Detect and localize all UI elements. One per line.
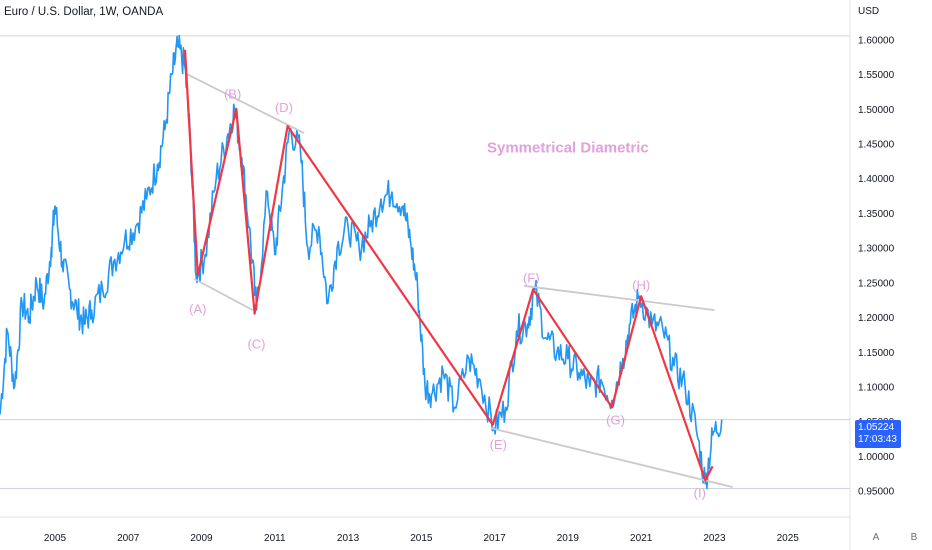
y-tick-label: 1.50000 [858,105,895,116]
wave-label-2: (C) [247,336,265,351]
x-tick-label: 2021 [630,533,653,544]
channel-line-0 [186,73,305,134]
y-tick-label: 1.10000 [858,382,895,393]
chart-title: Euro / U.S. Dollar, 1W, OANDA [4,6,164,18]
y-tick-label: 1.60000 [858,35,895,46]
wave-label-7: (H) [632,277,650,292]
y-tick-label: 0.95000 [858,487,895,498]
x-tick-label: 2005 [44,533,67,544]
x-tick-label: 2007 [117,533,140,544]
x-tick-label: 2019 [557,533,580,544]
y-tick-label: 1.40000 [858,174,895,185]
pattern-label: Symmetrical Diametric [487,139,649,156]
currency-label: USD [858,6,880,17]
auto-scale-button[interactable]: A [872,532,880,543]
x-tick-label: 2011 [264,533,286,544]
channel-line-3 [490,427,733,489]
x-tick-label: 2023 [703,533,726,544]
y-tick-label: 1.30000 [858,244,895,255]
wave-label-1: (B) [224,86,241,101]
x-tick-label: 2017 [483,533,506,544]
y-tick-label: 1.20000 [858,313,895,324]
x-tick-label: 2025 [777,533,800,544]
log-scale-button[interactable]: B [910,532,918,543]
y-tick-label: 1.55000 [858,70,895,81]
x-tick-label: 2013 [337,533,360,544]
wave-label-5: (F) [523,270,540,285]
wave-label-6: (G) [606,413,625,428]
price-line-series [0,34,723,490]
y-tick-label: 1.15000 [858,348,895,359]
bar-countdown: 17:03:43 [858,434,897,445]
wave-label-8: (I) [694,486,706,501]
channel-line-2 [523,284,715,312]
y-tick-label: 1.45000 [858,139,895,150]
y-tick-label: 1.25000 [858,278,895,289]
x-tick-label: 2009 [190,533,213,544]
wave-label-0: (A) [189,302,206,317]
y-tick-label: 1.00000 [858,452,895,463]
wave-polyline [183,49,714,482]
y-tick-label: 1.35000 [858,209,895,220]
wave-label-3: (D) [275,100,293,115]
x-tick-label: 2015 [410,533,433,544]
last-price-value: 1.05224 [858,422,895,433]
last-price-tag: 1.05224 17:03:43 [855,420,901,448]
channel-line-1 [193,278,254,311]
wave-label-4: (E) [490,437,507,452]
